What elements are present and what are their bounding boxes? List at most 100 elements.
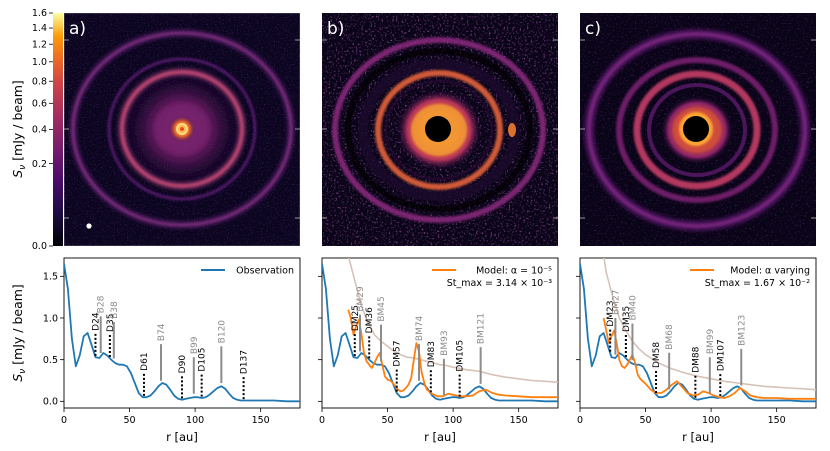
colorbar-tick-label: 0.8 — [32, 76, 47, 87]
colorbar-tick-label: 1.6 — [32, 8, 47, 19]
ring-bm99 — [616, 57, 778, 203]
gap-label: DM58 — [652, 342, 662, 368]
legend-stokes: St_max = 3.14 × 10⁻³ — [447, 278, 552, 289]
mask-center — [683, 116, 709, 142]
x-axis-label: r [au] — [424, 430, 456, 444]
colorbar-tick-label: 0.0 — [32, 241, 47, 252]
ring-label: BM45 — [377, 296, 387, 321]
plot-area — [63, 257, 301, 409]
legend-label: Model: α = 10⁻⁵ — [476, 266, 552, 277]
ring-label: B99 — [190, 336, 200, 354]
panel-letter-a: a) — [69, 19, 86, 39]
series-line-observation — [64, 263, 300, 403]
profile-panel-c: 0 50 100 150 r [au] DM23 DM35 DM58 DM88 DM107 BM27… — [576, 257, 817, 444]
ring-label: BM74 — [415, 315, 425, 341]
gap-label: DM23 — [606, 301, 616, 327]
gap-label: DM36 — [365, 307, 375, 333]
x-tick-label: 150 — [510, 415, 528, 426]
ring-label: BM29 — [356, 286, 366, 312]
x-tick-label: 0 — [577, 415, 583, 426]
beam-marker — [86, 223, 92, 229]
profile-panel-b: 0 50 100 150 r [au] DM25 DM36 DM57 DM83 DM105 BM29… — [318, 257, 559, 444]
ring-label: BM93 — [440, 330, 450, 355]
mask-center — [425, 116, 451, 142]
legend-label: Observation — [236, 266, 294, 277]
gap-label: DM88 — [691, 346, 701, 372]
colorbar: 1.6 1.4 1.2 1.0 0.8 0.6 0.4 0.2 0.0 Sν [mJy / be… — [10, 8, 63, 252]
image-panel-b: b) — [322, 13, 558, 246]
x-tick-label: 150 — [252, 415, 270, 426]
series-line-model — [602, 317, 816, 400]
annotations: DM23 DM35 DM58 DM88 DM107 BM27 BM40 BM68 BM99 BM1… — [606, 290, 747, 399]
profile-ylabel-symbol: S — [10, 374, 25, 382]
ring-label: BM68 — [665, 324, 675, 350]
colorbar-tick-label: 0.4 — [32, 125, 47, 136]
x-tick-label: 50 — [382, 415, 394, 426]
x-tick-label: 100 — [444, 415, 462, 426]
annotations: DM25 DM36 DM57 DM83 DM105 BM29 BM45 BM74 BM93 BM1… — [351, 286, 487, 398]
ring-label: B120 — [217, 320, 227, 344]
gap-label: D137 — [240, 350, 250, 374]
series-line-model-unconvolved — [348, 258, 558, 383]
gap-label: DM35 — [622, 306, 632, 332]
series-group — [64, 263, 300, 403]
legend: Model: α = 10⁻⁵St_max = 3.14 × 10⁻³ — [432, 266, 552, 289]
y-tick-label: 0.5 — [43, 355, 58, 366]
panel-letter-b: b) — [327, 19, 344, 39]
x-tick-label: 0 — [319, 415, 325, 426]
legend-label: Model: α varying — [730, 266, 810, 277]
x-tick-label: 50 — [640, 415, 652, 426]
x-tick-label: 100 — [186, 415, 204, 426]
gap-label: D61 — [140, 352, 150, 370]
x-tick-label: 150 — [768, 415, 786, 426]
colorbar-label-symbol: S — [10, 170, 25, 178]
colorbar-tick-label: 1.4 — [32, 23, 47, 34]
legend-stokes: St_max = 1.67 × 10⁻² — [705, 278, 810, 289]
colorbar-tick-label: 0.6 — [32, 99, 47, 110]
y-tick-label: 0.0 — [43, 397, 58, 408]
series-line-observation — [580, 263, 816, 403]
ring-outer — [332, 37, 546, 223]
ring-bm68 — [633, 70, 761, 190]
x-tick-label: 100 — [702, 415, 720, 426]
gap-label: DM57 — [393, 341, 403, 367]
colorbar-label: Sν [mJy / beam] — [10, 80, 28, 178]
profile-ylabel-sub: ν — [18, 369, 28, 374]
ring-label: B38 — [110, 301, 120, 319]
series-group — [580, 258, 816, 403]
annotations: D24 D35 D61 D90 D105 D137 B28 B38 B74 B99 B120 — [91, 295, 250, 400]
x-tick-label: 0 — [61, 415, 67, 426]
panel-letter-c: c) — [585, 19, 601, 39]
ring-bm74 — [375, 70, 503, 190]
gap-label: D90 — [178, 355, 188, 374]
ring-label: BM99 — [706, 329, 716, 355]
plot-area — [579, 257, 817, 409]
gap-label: DM107 — [716, 339, 726, 371]
colorbar-label-sub: ν — [18, 165, 28, 170]
image-panel-c: c) — [580, 13, 816, 246]
ring-label: B74 — [157, 323, 167, 341]
legend: Observation — [201, 266, 294, 277]
gap-label: D35 — [106, 314, 116, 332]
ring-b99 — [107, 57, 257, 201]
y-tick-label: 1.5 — [43, 272, 58, 283]
colorbar-tick-label: 1.2 — [32, 39, 47, 50]
image-panel-a: a) — [63, 12, 301, 247]
ring-label: BM123 — [737, 315, 747, 346]
gap-label: DM25 — [351, 305, 361, 331]
series-line-model — [347, 309, 558, 399]
ring-label: BM27 — [611, 290, 621, 315]
x-axis-label: r [au] — [166, 430, 198, 444]
gap-label: D24 — [91, 312, 101, 331]
gap-label: DM83 — [427, 341, 437, 367]
profile-ylabel-units: [mJy / beam] — [10, 284, 25, 369]
x-tick-label: 50 — [124, 415, 136, 426]
profile-ylabel: Sν [mJy / beam] — [10, 284, 28, 382]
series-line-model-unconvolved — [603, 258, 816, 391]
gap-label: DM105 — [456, 340, 466, 372]
colorbar-tick-label: 1.0 — [32, 57, 47, 68]
ring-label: BM121 — [477, 313, 487, 344]
colorbar-tick-label: 0.2 — [32, 159, 47, 170]
